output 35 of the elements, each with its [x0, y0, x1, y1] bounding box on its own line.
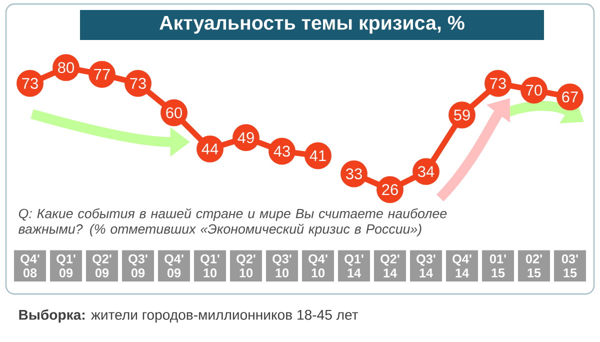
x-tick-label: Q3' 10: [272, 254, 292, 278]
data-label: 44: [202, 144, 218, 154]
data-label: 43: [274, 146, 290, 157]
data-label: 26: [382, 184, 398, 196]
text: Q: Какие события в нашей стране и мире Вы считаете наиболее важными? (% отметивших «Экономический кризис в России»): [18, 208, 447, 236]
x-tick-label: Q3' 14: [416, 254, 436, 278]
x-tick-label: Q4' 09: [164, 254, 184, 278]
x-tick-label: Q4' 14: [452, 254, 472, 278]
data-label: 73: [22, 78, 38, 89]
data-label: 33: [346, 168, 362, 180]
text: Выборка: жители городов-миллионников 18-45 лет: [19, 309, 358, 323]
chart-title: Актуальность темы кризиса, %: [160, 16, 464, 34]
x-tick-label: Q4' 08: [20, 254, 40, 278]
x-tick-label: Q4' 10: [308, 254, 328, 278]
data-label: 34: [418, 166, 434, 178]
data-label: 73: [130, 78, 146, 89]
data-label: 80: [58, 62, 74, 74]
x-tick-label: 01' 15: [490, 254, 506, 278]
data-label: 41: [310, 150, 326, 162]
data-label: 73: [490, 78, 506, 89]
x-tick-label: Q3' 09: [128, 254, 148, 278]
x-tick-label: Q1' 14: [344, 254, 364, 278]
data-label: 70: [526, 84, 542, 96]
x-tick-label: Q2' 09: [92, 254, 112, 278]
x-tick-label: Q1' 09: [56, 254, 76, 278]
data-label: 77: [94, 69, 110, 80]
data-label: 67: [562, 91, 578, 102]
x-tick-label: 03' 15: [562, 254, 578, 278]
data-label: 59: [454, 110, 470, 121]
data-label: 49: [238, 132, 254, 144]
x-tick-label: Q1' 10: [200, 254, 220, 278]
x-tick-label: Q2' 10: [236, 254, 256, 278]
x-tick-label: Q2' 14: [380, 254, 400, 278]
data-label: 60: [166, 107, 182, 118]
x-tick-label: 02' 15: [526, 254, 542, 278]
